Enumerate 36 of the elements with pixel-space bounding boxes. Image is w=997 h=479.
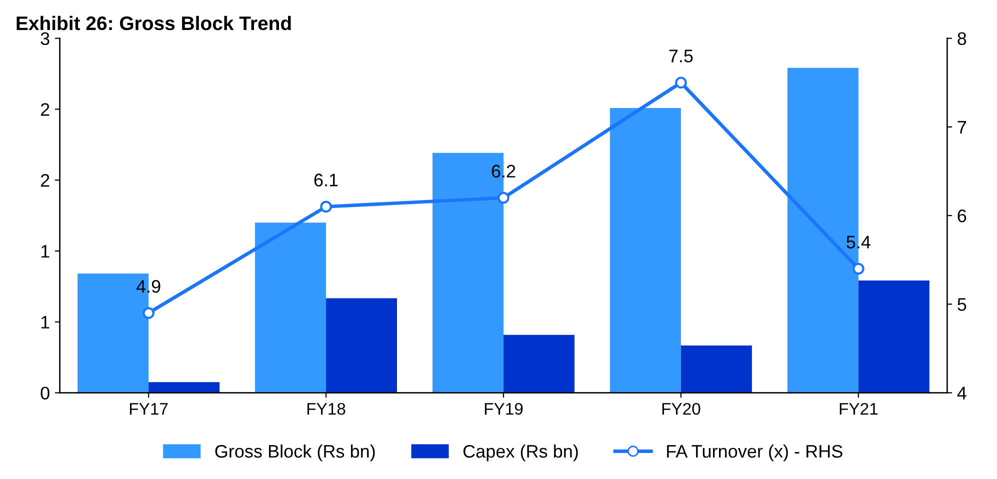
y2-tick-label: 7 bbox=[958, 121, 966, 134]
y2-tick-label: 6 bbox=[958, 209, 966, 222]
x-tick-label: FY20 bbox=[662, 402, 700, 415]
legend-label: Capex (Rs bn) bbox=[463, 444, 578, 462]
chart-title: Exhibit 26: Gross Block Trend bbox=[16, 16, 291, 30]
data-label: 6.2 bbox=[492, 164, 516, 178]
y-tick-label: 2 bbox=[40, 103, 50, 116]
y2-tick-label: 5 bbox=[958, 298, 966, 311]
data-label: 6.1 bbox=[314, 174, 338, 186]
point bbox=[498, 192, 510, 204]
bar bbox=[610, 108, 681, 393]
y-tick-label: 0 bbox=[40, 386, 50, 400]
bar bbox=[148, 382, 220, 393]
point bbox=[142, 307, 154, 319]
bar bbox=[255, 222, 326, 393]
y2-tick-label: 8 bbox=[958, 32, 966, 46]
y-tick-label: 2 bbox=[40, 174, 50, 187]
y-tick-label: 1 bbox=[41, 245, 50, 258]
legend-label: Gross Block (Rs bn) bbox=[215, 444, 375, 462]
legend-label: FA Turnover (x) - RHS bbox=[667, 444, 842, 462]
bar bbox=[858, 280, 930, 393]
bar bbox=[680, 346, 752, 393]
point bbox=[675, 76, 687, 89]
bar bbox=[326, 298, 398, 393]
x-tick-label: FY17 bbox=[130, 403, 168, 415]
point bbox=[852, 262, 864, 275]
data-label: 7.5 bbox=[669, 50, 693, 62]
y-tick-label: 3 bbox=[40, 32, 50, 46]
y2-tick-label: 4 bbox=[957, 386, 966, 400]
x-tick-label: FY19 bbox=[484, 402, 523, 415]
x-tick-label: FY21 bbox=[840, 402, 878, 415]
bar bbox=[503, 334, 574, 393]
x-tick-label: FY18 bbox=[307, 402, 346, 415]
data-label: 5.4 bbox=[846, 236, 870, 248]
y-tick-label: 1 bbox=[41, 316, 50, 328]
point bbox=[320, 200, 332, 213]
